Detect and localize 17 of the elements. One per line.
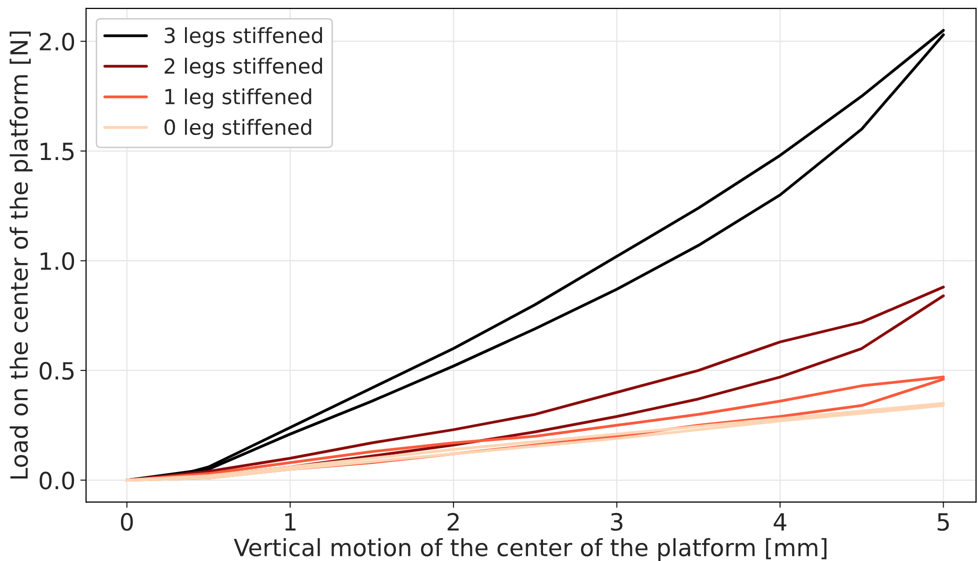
x-tick-label: 2	[448, 512, 459, 530]
x-tick-label: 5	[938, 513, 949, 531]
y-tick-label: 0.5	[40, 362, 74, 380]
x-tick-label: 1	[285, 513, 296, 530]
x-tick-label: 0	[120, 512, 133, 531]
legend-label: 0 leg stiffened	[164, 118, 312, 140]
y-tick-label: 1.0	[40, 252, 74, 270]
legend-label: 2 legs stiffened	[164, 58, 322, 78]
x-tick-label: 3	[611, 512, 622, 531]
x-tick-label: 4	[774, 513, 786, 530]
y-tick-label: 2.0	[40, 32, 74, 51]
y-tick-label: 0.0	[40, 472, 74, 490]
y-axis-title: Load on the center of the platform [N]	[10, 32, 33, 479]
y-tick-label: 1.5	[40, 142, 74, 160]
legend-label: 3 legs stiffened	[164, 27, 322, 48]
x-axis-title: Vertical motion of the center of the platform [mm]	[234, 538, 826, 561]
legend-label: 1 leg stiffened	[165, 88, 312, 108]
